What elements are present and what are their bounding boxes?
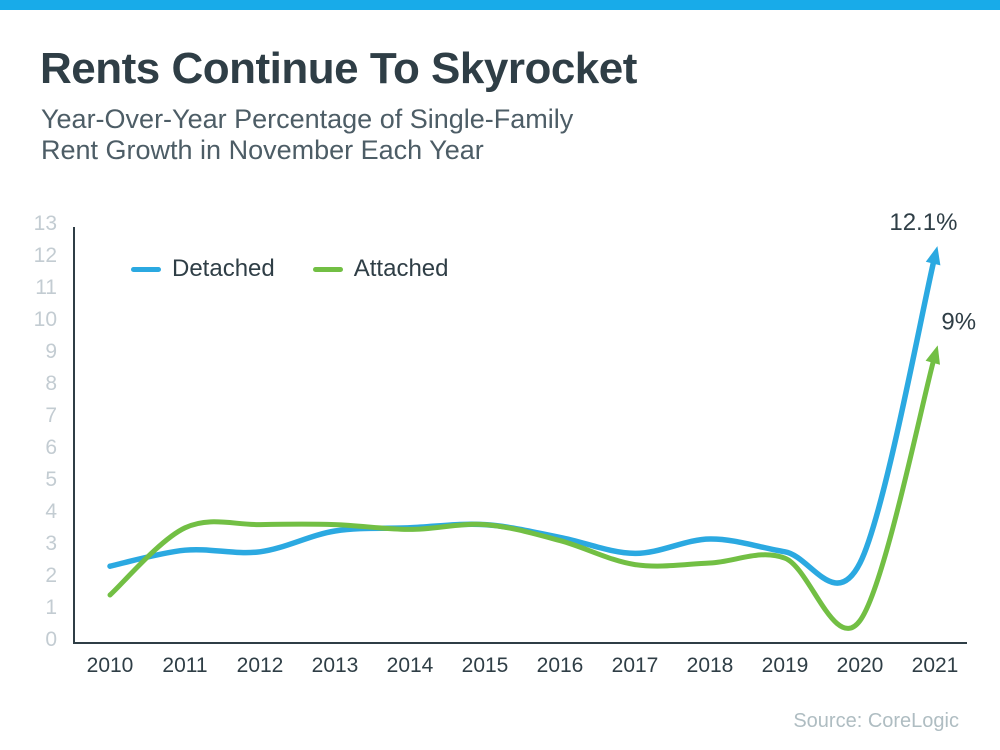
detached-line (107, 253, 938, 586)
subtitle-line-1: Year-Over-Year Percentage of Single-Fami… (41, 104, 574, 134)
y-axis-tick-label: 9 (45, 340, 57, 363)
y-axis-tick-label: 10 (34, 308, 57, 331)
attached-line (107, 352, 938, 631)
chart-legend: Detached Attached (131, 255, 448, 283)
y-axis-tick-label: 5 (45, 468, 57, 491)
y-axis-tick-label: 13 (34, 212, 57, 235)
x-axis-tick-label: 2011 (162, 654, 207, 677)
chart-subtitle: Year-Over-Year Percentage of Single-Fami… (41, 104, 573, 166)
x-axis-tick-label: 2019 (762, 654, 809, 677)
legend-item-detached: Detached (131, 255, 275, 283)
x-axis-tick-label: 2012 (237, 654, 284, 677)
x-axis-tick-label: 2017 (612, 654, 659, 677)
subtitle-line-2: Rent Growth in November Each Year (41, 135, 484, 165)
axes (73, 227, 967, 644)
legend-label-attached: Attached (353, 255, 449, 282)
y-axis-tick-label: 4 (45, 500, 57, 523)
legend-item-attached: Attached (312, 255, 449, 283)
y-axis-tick-label: 6 (45, 436, 57, 459)
detached-line-swatch (131, 266, 161, 272)
x-axis-tick-label: 2018 (687, 654, 734, 677)
x-axis-tick-label: 2013 (312, 654, 359, 677)
annotation-attached: 9% (941, 308, 976, 335)
legend-label-detached: Detached (172, 255, 275, 282)
x-axis-tick-label: 2020 (837, 654, 884, 677)
x-axis-tick-label: 2015 (462, 654, 509, 677)
detached-arrowhead (925, 246, 941, 266)
x-axis-tick-label: 2021 (912, 654, 959, 677)
y-axis-tick-label: 1 (45, 596, 57, 619)
y-axis-tick-label: 7 (45, 404, 57, 427)
x-axis-tick-label: 2016 (537, 654, 584, 677)
x-axis-tick-label: 2010 (87, 654, 134, 677)
annotation-detached: 12.1% (889, 209, 957, 236)
page-title: Rents Continue To Skyrocket (40, 44, 637, 93)
attached-arrowhead (925, 345, 940, 365)
attached-line-swatch (312, 266, 343, 272)
y-axis-tick-label: 2 (45, 564, 57, 587)
source-credit: Source: CoreLogic (793, 710, 959, 732)
x-axis-tick-label: 2014 (387, 654, 434, 677)
y-axis-tick-label: 0 (45, 628, 57, 651)
y-axis-tick-label: 11 (35, 276, 57, 299)
accent-bar (0, 0, 1000, 10)
y-axis-tick-label: 3 (45, 532, 57, 555)
y-axis-tick-label: 12 (34, 244, 57, 267)
y-axis-tick-label: 8 (45, 372, 57, 395)
